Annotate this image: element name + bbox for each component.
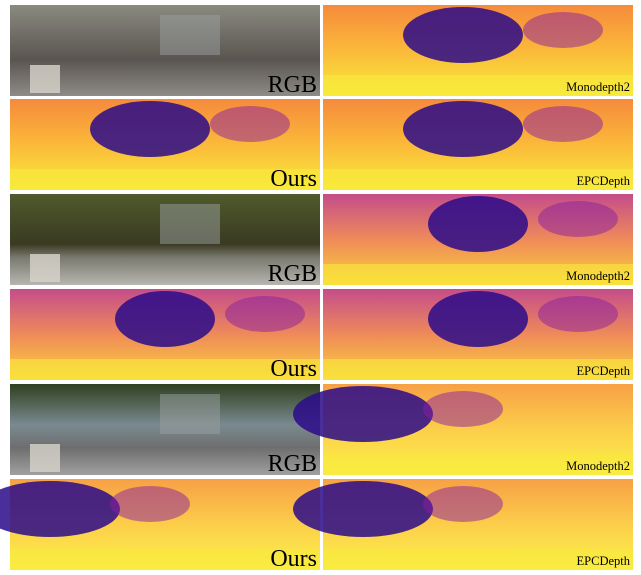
panel-label: Monodepth2 [566, 80, 630, 94]
figure: RGB Monodepth2 Ours EPCDepth RGB Monodepth2 Ou… [0, 0, 641, 575]
panel-label: Ours [270, 546, 317, 572]
depth-map: EPCDepth [323, 99, 633, 190]
panel-label: Monodepth2 [566, 269, 630, 283]
depth-map: EPCDepth [293, 479, 633, 570]
rgb-image: RGB [10, 5, 320, 98]
rgb-image: RGB [10, 194, 320, 287]
far-region [428, 291, 528, 347]
panel-label: EPCDepth [577, 554, 631, 568]
depth-map: Ours [10, 289, 320, 382]
far-region [293, 481, 433, 537]
panel-label: RGB [268, 72, 317, 98]
far-region [210, 106, 290, 142]
panel-label: Ours [270, 356, 317, 382]
far-region [403, 7, 523, 63]
depth-map: Ours [0, 479, 320, 572]
image-detail [30, 444, 60, 472]
image-detail [160, 204, 220, 244]
depth-map: Ours [10, 99, 320, 192]
far-region [293, 386, 433, 442]
depth-map: EPCDepth [323, 289, 633, 380]
image-detail [160, 394, 220, 434]
far-region [403, 101, 523, 157]
far-region [538, 296, 618, 332]
panel-label: RGB [268, 451, 317, 477]
panel-label: EPCDepth [577, 364, 631, 378]
panel-label: RGB [268, 261, 317, 287]
panel-label: Monodepth2 [566, 459, 630, 473]
depth-map: Monodepth2 [323, 5, 633, 96]
image-detail [30, 65, 60, 93]
panel-grid: RGB Monodepth2 Ours EPCDepth RGB Monodepth2 Ou… [0, 5, 633, 572]
far-region [423, 391, 503, 427]
far-region [225, 296, 305, 332]
depth-map: Monodepth2 [323, 194, 633, 285]
far-region [523, 106, 603, 142]
far-region [523, 12, 603, 48]
panel-label: EPCDepth [577, 174, 631, 188]
far-region [110, 486, 190, 522]
image-detail [160, 15, 220, 55]
rgb-image: RGB [10, 384, 320, 477]
far-region [423, 486, 503, 522]
depth-map: Monodepth2 [293, 384, 633, 475]
far-region [538, 201, 618, 237]
image-detail [30, 254, 60, 282]
panel-label: Ours [270, 166, 317, 192]
far-region [90, 101, 210, 157]
far-region [115, 291, 215, 347]
far-region [428, 196, 528, 252]
